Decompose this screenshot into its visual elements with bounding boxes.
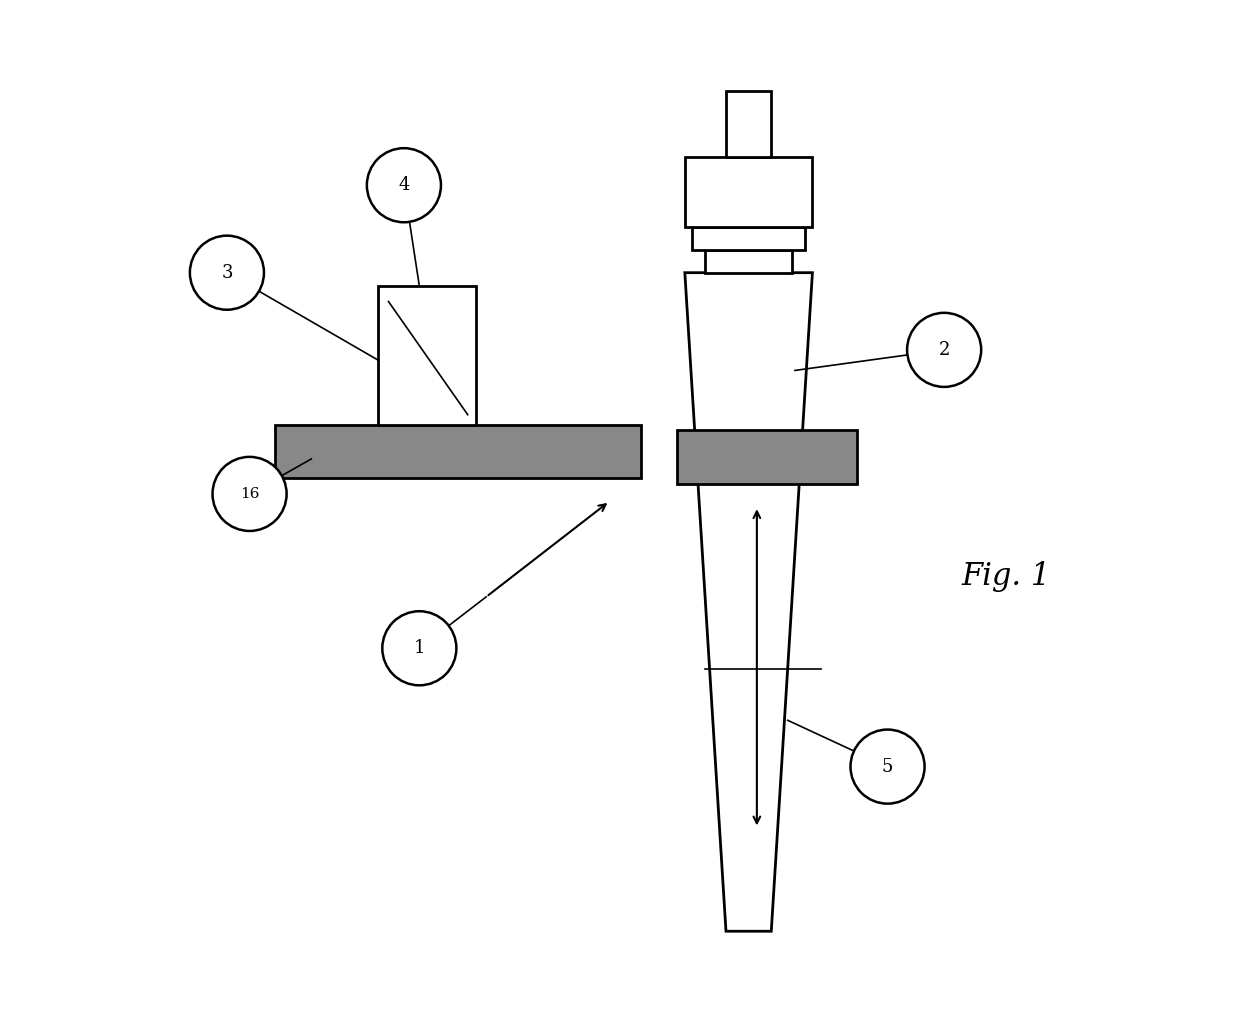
- Circle shape: [367, 148, 441, 222]
- Circle shape: [212, 457, 286, 531]
- Text: 5: 5: [882, 757, 893, 776]
- Bar: [725, 91, 771, 157]
- Bar: [692, 227, 805, 250]
- Text: 1: 1: [414, 639, 425, 658]
- Bar: [275, 425, 641, 478]
- Circle shape: [382, 611, 456, 685]
- Text: 4: 4: [398, 176, 409, 194]
- Polygon shape: [684, 273, 812, 931]
- Text: 16: 16: [239, 487, 259, 501]
- Bar: [706, 250, 792, 273]
- Circle shape: [851, 730, 925, 804]
- Bar: [378, 286, 476, 425]
- Circle shape: [190, 236, 264, 310]
- Text: Fig. 1: Fig. 1: [961, 561, 1050, 592]
- Circle shape: [908, 313, 981, 387]
- Text: 2: 2: [939, 341, 950, 359]
- Text: 3: 3: [221, 263, 233, 282]
- Bar: [677, 430, 857, 484]
- Bar: [684, 157, 812, 227]
